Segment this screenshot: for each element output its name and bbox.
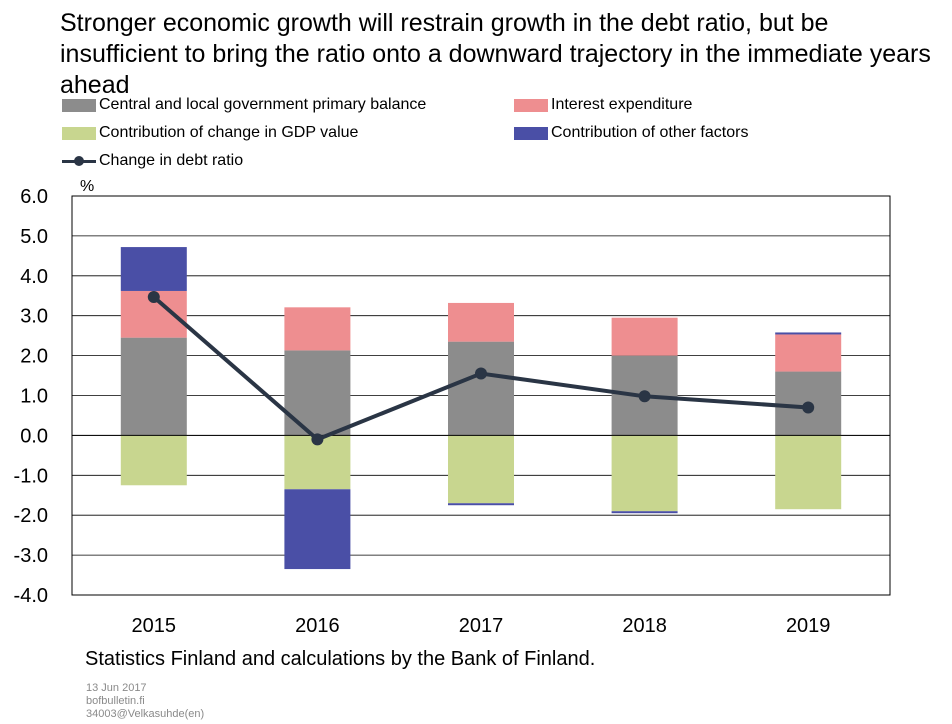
- legend-label-gdp: Contribution of change in GDP value: [99, 124, 359, 141]
- debt-ratio-point-2016: [311, 433, 324, 446]
- x-tick-label: 2019: [786, 615, 831, 637]
- debt-ratio-point-2018: [638, 390, 651, 403]
- legend-item-primary-balance: Central and local government primary bal…: [62, 96, 426, 114]
- legend-item-other: Contribution of other factors: [514, 124, 748, 142]
- y-tick-label: 1.0: [20, 386, 48, 408]
- bar-2015-series-2: [120, 435, 187, 486]
- bar-2019-series-1: [775, 334, 842, 372]
- bar-2015-series-0: [120, 337, 187, 436]
- debt-ratio-point-2015: [147, 290, 160, 303]
- bar-2018-series-2: [611, 435, 678, 512]
- chart-code: 34003@Velkasuhde(en): [86, 708, 205, 720]
- source-note: Statistics Finland and calculations by t…: [85, 648, 596, 670]
- bar-2016-series-3: [284, 489, 351, 570]
- bar-2017-series-1: [448, 302, 514, 342]
- debt-ratio-point-2017: [475, 367, 487, 380]
- bar-2017-series-2: [448, 435, 514, 504]
- bar-2018-series-3: [611, 511, 678, 514]
- legend-swatch-interest: [514, 98, 548, 112]
- legend-label-debt-ratio: Change in debt ratio: [99, 152, 244, 169]
- y-tick-label: 3.0: [20, 306, 48, 328]
- bar-2016-series-1: [284, 307, 351, 351]
- y-tick-label: 4.0: [20, 266, 48, 288]
- y-axis-unit: %: [80, 178, 94, 195]
- y-tick-label: -3.0: [14, 545, 48, 567]
- legend-swatch-primary-balance: [62, 98, 96, 112]
- legend-swatch-other: [514, 126, 548, 140]
- y-tick-label: 6.0: [20, 186, 48, 208]
- legend-label-interest: Interest expenditure: [551, 96, 693, 113]
- legend-label-primary-balance: Central and local government primary bal…: [99, 96, 427, 113]
- chart-title: Stronger economic growth will restrain g…: [60, 9, 931, 99]
- legend-item-debt-ratio: Change in debt ratio: [62, 152, 243, 170]
- bar-2016-series-0: [284, 350, 351, 436]
- site-name: bofbulletin.fi: [86, 695, 145, 707]
- bar-2019-series-2: [775, 435, 842, 510]
- bar-2017-series-0: [448, 341, 514, 436]
- y-tick-label: -1.0: [14, 465, 48, 487]
- y-tick-label: 0.0: [20, 425, 48, 447]
- y-tick-label: 2.0: [20, 346, 48, 368]
- legend-swatch-gdp: [62, 126, 96, 140]
- legend-item-gdp: Contribution of change in GDP value: [62, 124, 358, 142]
- legend-label-other: Contribution of other factors: [551, 124, 749, 141]
- bar-2018-series-1: [611, 317, 678, 356]
- x-tick-label: 2015: [132, 615, 177, 637]
- y-tick-label: -4.0: [14, 585, 48, 607]
- x-tick-label: 2016: [295, 615, 340, 637]
- bar-2015-series-3: [120, 247, 187, 291]
- legend-item-interest: Interest expenditure: [514, 96, 692, 114]
- x-tick-label: 2017: [459, 615, 504, 637]
- legend: Central and local government primary bal…: [62, 96, 942, 176]
- y-tick-label: 5.0: [20, 226, 48, 248]
- bar-2019-series-3: [775, 332, 842, 335]
- x-tick-label: 2018: [622, 615, 667, 637]
- y-tick-label: -2.0: [14, 505, 48, 527]
- publication-date: 13 Jun 2017: [86, 682, 147, 694]
- legend-line-marker: [62, 155, 96, 168]
- bar-2017-series-3: [448, 503, 514, 506]
- debt-ratio-point-2019: [802, 401, 815, 414]
- chart-plot: 6.0 5.0 4.0 3.0 2.0 1.0 0.0 -1.0 -2.0 -3.0 -4.0% 20…: [14, 178, 891, 637]
